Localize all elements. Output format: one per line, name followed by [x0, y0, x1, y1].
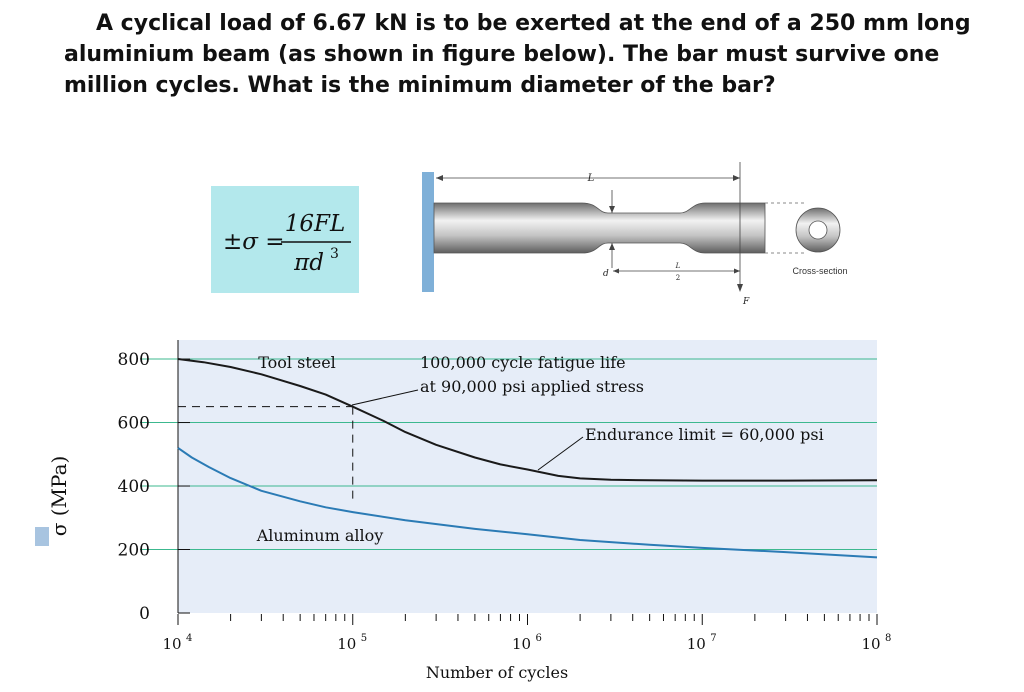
cross-section-label: Cross-section	[792, 266, 847, 276]
x-tick-exp-3: 7	[710, 633, 716, 644]
diameter-label: d	[603, 269, 609, 279]
x-axis-label: Number of cycles	[426, 663, 568, 682]
formula-denominator: πd	[293, 250, 324, 276]
x-tick-exp-2: 6	[536, 633, 542, 644]
ylabel-highlight	[35, 527, 49, 546]
wall-support	[422, 172, 434, 292]
y-tick-label-0: 0	[139, 604, 150, 624]
x-tick-exp-4: 8	[885, 633, 891, 644]
formula-box: ±σ = 16FL πd 3	[211, 186, 359, 293]
annotation-aluminum: Aluminum alloy	[256, 526, 384, 545]
y-tick-label-800: 800	[118, 350, 150, 370]
x-tick-label-1: 10	[337, 635, 356, 653]
y-axis-label: σ (MPa)	[47, 456, 71, 537]
series-tool-steel-line	[177, 358, 878, 482]
x-tick-label-2: 10	[512, 635, 531, 653]
force-label: F	[742, 297, 750, 307]
question-text: A cyclical load of 6.67 kN is to be exer…	[64, 11, 971, 98]
formula-numerator: 16FL	[285, 211, 346, 237]
diameter-arrow-top	[609, 206, 615, 213]
annotation-endurance: Endurance limit = 60,000 psi	[585, 425, 824, 444]
y-tick-label-200: 200	[118, 541, 150, 561]
annotation-fatigue-line1: 100,000 cycle fatigue life	[420, 353, 626, 372]
annotation-tool-steel: Tool steel	[258, 353, 336, 372]
chart-labels: σ (MPa) Number of cycles Tool steel Alum…	[35, 353, 824, 682]
length-label: L	[587, 173, 595, 184]
series-aluminum-alloy-line	[177, 447, 878, 559]
plot-background	[178, 340, 877, 613]
x-tick-label-4: 10	[861, 635, 880, 653]
annotation-fatigue-line2: at 90,000 psi applied stress	[420, 377, 644, 396]
x-tick-exp-0: 4	[186, 633, 192, 644]
formula-exponent: 3	[330, 246, 339, 262]
y-tick-label-400: 400	[118, 477, 150, 497]
cross-section-hole	[808, 220, 828, 240]
half-length-num: L	[675, 262, 681, 270]
diameter-arrow-bottom	[609, 243, 615, 250]
load-arrowhead	[737, 284, 743, 292]
endurance-leader-line	[537, 436, 584, 471]
stress-formula: ±σ = 16FL πd 3	[223, 211, 351, 276]
formula-lhs: ±σ =	[223, 229, 285, 255]
beam-figure: Cross-section L F d L 2	[422, 162, 848, 307]
plot-area: 0 200 400 600 800 10 4 10 5 10 6 10 7 10 8	[118, 340, 891, 653]
x-tick-exp-1: 5	[361, 633, 367, 644]
x-tick-label-3: 10	[687, 635, 706, 653]
half-length-den: 2	[676, 274, 680, 282]
y-tick-label-600: 600	[118, 414, 150, 434]
x-tick-label-0: 10	[162, 635, 181, 653]
fatigue-leader-line	[351, 389, 419, 406]
